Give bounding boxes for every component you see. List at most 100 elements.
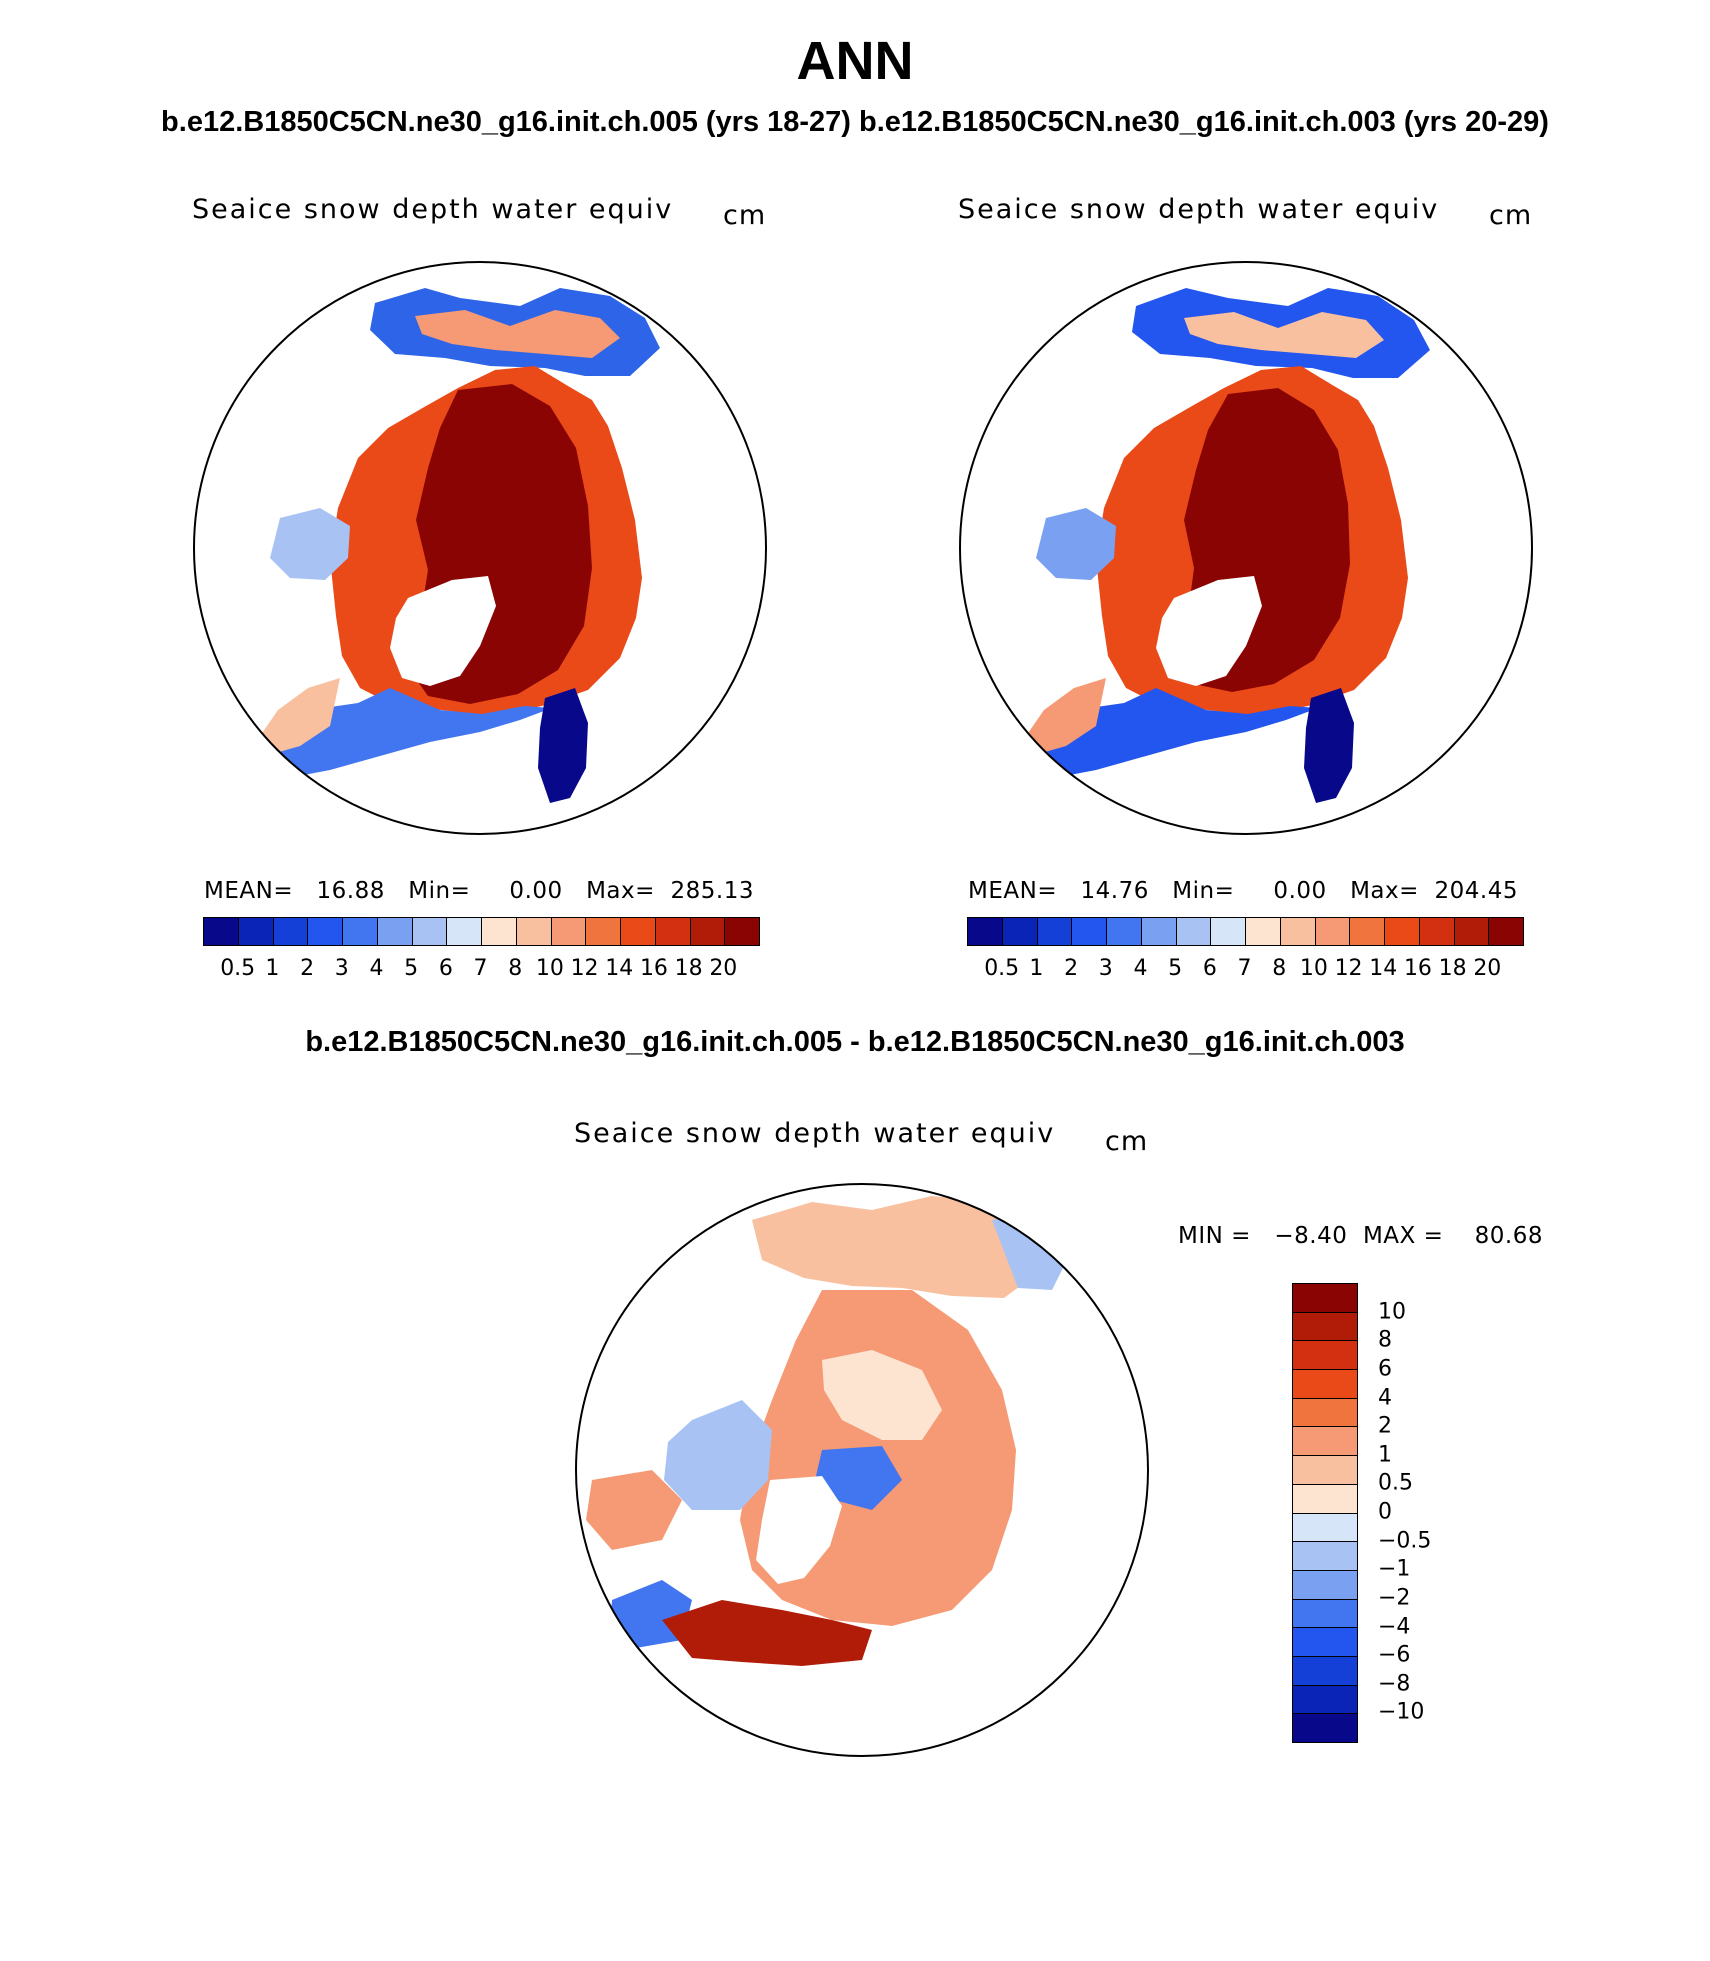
colorbar-tick-label: 10 — [1378, 1299, 1406, 1325]
panel-2-units: cm — [1489, 200, 1533, 231]
panel-3-units: cm — [1105, 1126, 1149, 1157]
colorbar-swatch — [690, 918, 726, 945]
colorbar-swatch — [1246, 918, 1281, 945]
colorbar-swatch — [516, 918, 552, 945]
panel-3-stats: MIN = −8.40 MAX = 80.68 — [1178, 1223, 1543, 1249]
colorbar-tick-label: 2 — [1064, 956, 1079, 981]
colorbar-swatch — [1293, 1714, 1357, 1742]
colorbar-swatch — [482, 918, 517, 945]
panel-1-map-boundary — [193, 261, 767, 835]
panel-3-pacific-diff — [752, 1196, 1042, 1298]
colorbar-tick-label: 4 — [1378, 1385, 1392, 1410]
panel-3-atlantic-pos — [662, 1600, 872, 1666]
colorbar-tick-label: −0.5 — [1378, 1528, 1432, 1554]
difference-title: b.e12.B1850C5CN.ne30_g16.init.ch.005 - b… — [305, 1026, 1405, 1058]
colorbar-tick-label: 1 — [1029, 956, 1044, 981]
colorbar-swatch — [1280, 918, 1316, 945]
colorbar-swatch — [1293, 1341, 1357, 1371]
panel-1-atlantic-ice-edge — [268, 688, 552, 778]
colorbar-tick-label: 10 — [1299, 956, 1328, 981]
colorbar-tick-label: 8 — [508, 956, 523, 981]
colorbar-swatch — [655, 918, 691, 945]
colorbar-swatch — [204, 918, 239, 945]
colorbar-tick-label: 6 — [438, 956, 453, 981]
panel-2-colorbar — [967, 917, 1524, 946]
colorbar-tick-label: −6 — [1378, 1642, 1411, 1668]
colorbar-swatch — [1072, 918, 1107, 945]
colorbar-swatch — [1293, 1628, 1357, 1657]
panel-1-colorbar — [203, 917, 760, 946]
colorbar-swatch — [1489, 918, 1523, 945]
colorbar-swatch — [1002, 918, 1038, 945]
colorbar-swatch — [968, 918, 1003, 945]
colorbar-swatch — [1293, 1284, 1357, 1313]
colorbar-tick-label: 6 — [1202, 956, 1217, 981]
panel-2-baltic-ice — [1304, 688, 1354, 803]
colorbar-tick-label: 20 — [709, 956, 738, 981]
colorbar-tick-label: 0.5 — [1378, 1470, 1413, 1496]
colorbar-tick-label: 18 — [1438, 956, 1467, 981]
panel-3-title: Seaice snow depth water equiv — [574, 1118, 1056, 1149]
colorbar-swatch — [586, 918, 621, 945]
panel-1-hudson-ice — [270, 508, 350, 580]
colorbar-tick-label: 5 — [1168, 956, 1183, 981]
colorbar-tick-label: 16 — [1403, 956, 1432, 981]
colorbar-swatch — [343, 918, 378, 945]
colorbar-tick-label: 0 — [1378, 1499, 1392, 1525]
colorbar-tick-label: 2 — [1378, 1413, 1392, 1439]
panel-2-map-boundary — [959, 261, 1533, 835]
colorbar-swatch — [308, 918, 343, 945]
colorbar-swatch — [447, 918, 482, 945]
colorbar-swatch — [1211, 918, 1246, 945]
colorbar-swatch — [1293, 1542, 1357, 1571]
colorbar-tick-label: 8 — [1378, 1327, 1392, 1353]
panel-2-stats: MEAN= 14.76 Min= 0.00 Max= 204.45 — [968, 878, 1519, 904]
panel-1-stats: MEAN= 16.88 Min= 0.00 Max= 285.13 — [204, 878, 755, 904]
colorbar-swatch — [1454, 918, 1490, 945]
panel-2-greenland — [1156, 576, 1262, 686]
colorbar-swatch — [1293, 1398, 1357, 1428]
colorbar-swatch — [377, 918, 413, 945]
colorbar-swatch — [1385, 918, 1420, 945]
panel-1-map — [193, 261, 767, 835]
colorbar-swatch — [412, 918, 448, 945]
colorbar-tick-label: −10 — [1378, 1699, 1425, 1725]
panel-2-baffin-ice — [1026, 678, 1106, 754]
colorbar-tick-label: 7 — [473, 956, 488, 981]
colorbar-tick-label: −1 — [1378, 1556, 1411, 1582]
colorbar-tick-label: 4 — [369, 956, 384, 981]
panel-1-units: cm — [723, 200, 767, 231]
colorbar-tick-label: 16 — [639, 956, 668, 981]
colorbar-swatch — [1315, 918, 1351, 945]
colorbar-swatch — [273, 918, 309, 945]
colorbar-swatch — [1293, 1685, 1357, 1715]
colorbar-tick-label: 0.5 — [984, 956, 1020, 981]
figure-subtitle: b.e12.B1850C5CN.ne30_g16.init.ch.005 (yr… — [161, 106, 1549, 138]
colorbar-swatch — [238, 918, 274, 945]
colorbar-tick-label: 6 — [1378, 1356, 1392, 1382]
panel-1-bering-ice — [415, 310, 620, 358]
colorbar-swatch — [1293, 1370, 1357, 1399]
colorbar-swatch — [1141, 918, 1177, 945]
colorbar-tick-label: −8 — [1378, 1671, 1411, 1697]
panel-2-atlantic-ice-edge — [1034, 688, 1318, 778]
panel-1-greenland — [390, 576, 496, 686]
colorbar-swatch — [1293, 1484, 1357, 1514]
colorbar-swatch — [1350, 918, 1385, 945]
panel-3-archipelago-neg — [664, 1400, 772, 1510]
colorbar-tick-label: 2 — [300, 956, 315, 981]
colorbar-tick-label: 20 — [1473, 956, 1502, 981]
colorbar-tick-label: 0.5 — [220, 956, 256, 981]
colorbar-swatch — [1293, 1656, 1357, 1686]
colorbar-swatch — [725, 918, 759, 945]
colorbar-tick-label: 1 — [1378, 1442, 1392, 1468]
colorbar-swatch — [1107, 918, 1142, 945]
panel-2-hudson-ice — [1036, 508, 1116, 580]
panel-3-hudson-pos — [586, 1470, 682, 1550]
colorbar-tick-label: 3 — [334, 956, 349, 981]
panel-1-baffin-ice — [260, 678, 340, 754]
colorbar-swatch — [1293, 1570, 1357, 1600]
panel-3-central-pale — [822, 1350, 942, 1440]
colorbar-swatch — [1293, 1427, 1357, 1457]
colorbar-swatch — [1419, 918, 1455, 945]
